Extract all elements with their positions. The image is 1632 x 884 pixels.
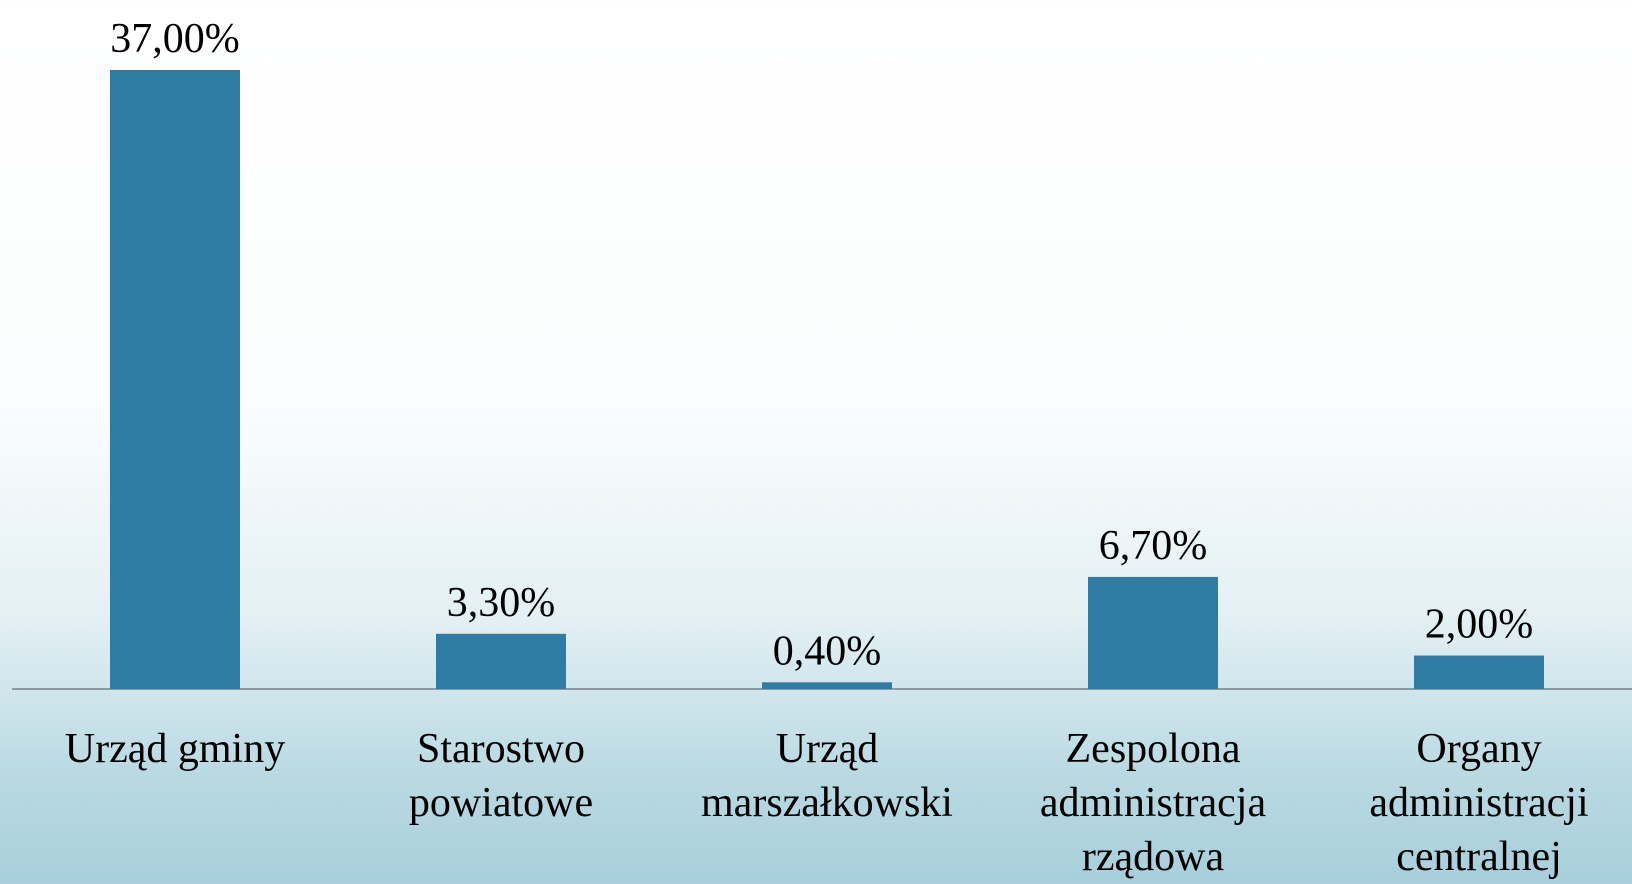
x-tick-label: Organy administracji centralnej — [1369, 726, 1589, 880]
bar — [110, 70, 240, 689]
x-tick-label: Starostwo powiatowe — [408, 726, 594, 826]
x-tick-label: Urząd gminy — [64, 726, 286, 772]
bar — [1414, 655, 1544, 689]
data-label: 0,40% — [773, 628, 882, 674]
bar — [436, 633, 566, 689]
x-tick-label: Urząd marszałkowski — [701, 726, 953, 826]
bar — [762, 682, 892, 689]
data-label: 3,30% — [447, 580, 556, 626]
bar — [1088, 576, 1218, 689]
data-label: 37,00% — [110, 16, 240, 62]
x-tick-label: Zespolona administracja rządowa — [1039, 726, 1267, 880]
data-label: 2,00% — [1425, 602, 1534, 648]
data-label: 6,70% — [1099, 523, 1208, 569]
